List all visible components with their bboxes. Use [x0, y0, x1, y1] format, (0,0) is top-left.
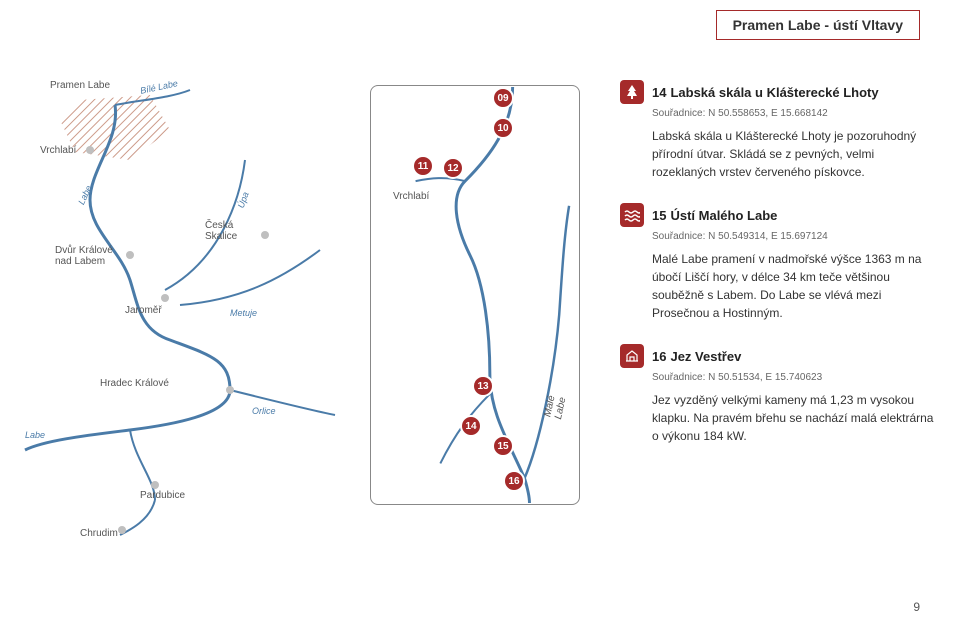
page-header-box: Pramen Labe - ústí Vltavy — [716, 10, 920, 40]
poi-list: 14Labská skála u Klášterecké Lhoty Souřad… — [620, 80, 940, 467]
label-pardubice: Pardubice — [140, 490, 185, 501]
poi-title: 14Labská skála u Klášterecké Lhoty — [652, 85, 879, 100]
label-dvur: Dvůr Králové nad Labem — [55, 245, 113, 267]
label-labe2: Labe — [25, 430, 45, 440]
poi-desc: Malé Labe pramení v nadmořské výšce 1363… — [652, 250, 940, 322]
tree-icon — [620, 80, 644, 104]
waves-icon — [620, 203, 644, 227]
poi-item: 14Labská skála u Klášterecké Lhoty Souřad… — [620, 80, 940, 181]
poi-coords: Souřadnice: N 50.549314, E 15.697124 — [652, 231, 940, 242]
poi-coords: Souřadnice: N 50.558653, E 15.668142 — [652, 108, 940, 119]
poi-item: 16Jez Vestřev Souřadnice: N 50.51534, E 1… — [620, 344, 940, 445]
detail-map: Vrchlabí Malé Labe 0910111213141516 — [370, 85, 580, 505]
label-jaromer: Jaroměř — [125, 305, 162, 316]
detail-badge-14: 14 — [460, 415, 482, 437]
detail-badge-09: 09 — [492, 87, 514, 109]
poi-title: 15Ústí Malého Labe — [652, 208, 777, 223]
page-number: 9 — [913, 600, 920, 614]
page-title: Pramen Labe - ústí Vltavy — [733, 17, 903, 33]
poi-desc: Jez vyzděný velkými kameny má 1,23 m vys… — [652, 391, 940, 445]
detail-badge-13: 13 — [472, 375, 494, 397]
region-map: Pramen Labe Bílé Labe Vrchlabí Labe Dvůr… — [20, 80, 340, 540]
detail-badge-15: 15 — [492, 435, 514, 457]
poi-title: 16Jez Vestřev — [652, 349, 741, 364]
detail-badge-11: 11 — [412, 155, 434, 177]
label-metuje: Metuje — [230, 308, 257, 318]
poi-item: 15Ústí Malého Labe Souřadnice: N 50.54931… — [620, 203, 940, 322]
poi-coords: Souřadnice: N 50.51534, E 15.740623 — [652, 372, 940, 383]
label-hradec: Hradec Králové — [100, 378, 169, 389]
label-orlice: Orlice — [252, 406, 276, 416]
detail-badge-16: 16 — [503, 470, 525, 492]
label-vrchlabi: Vrchlabí — [40, 145, 76, 156]
label-chrudim: Chrudim — [80, 528, 118, 539]
label-pramen-labe: Pramen Labe — [50, 80, 110, 91]
detail-badge-12: 12 — [442, 157, 464, 179]
label-ceska-skalice: Česká Skalice — [205, 220, 237, 242]
weir-icon — [620, 344, 644, 368]
detail-label-vrchlabi: Vrchlabí — [393, 191, 429, 202]
poi-desc: Labská skála u Klášterecké Lhoty je pozo… — [652, 127, 940, 181]
detail-badge-10: 10 — [492, 117, 514, 139]
